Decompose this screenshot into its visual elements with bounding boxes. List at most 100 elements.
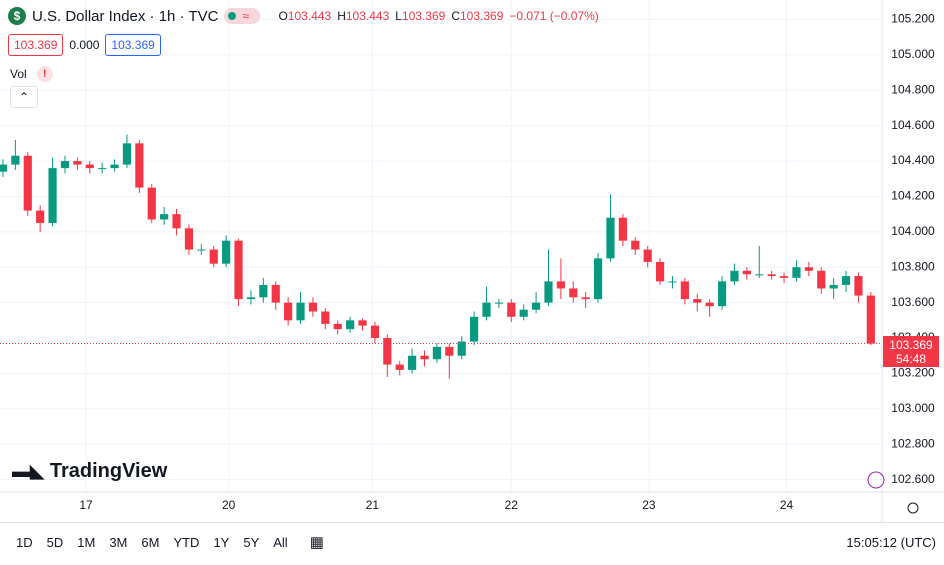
- volume-label: Vol: [10, 67, 27, 81]
- candle-body: [147, 187, 156, 220]
- header: $ U.S. Dollar Index · 1h · TVC ≈ O103.44…: [8, 7, 599, 25]
- candle-body: [0, 164, 8, 172]
- range-button[interactable]: 5Y: [243, 534, 260, 550]
- candle-body: [197, 249, 206, 251]
- ohlc-key: H: [337, 9, 346, 23]
- candle-body: [755, 274, 764, 276]
- toolbar: 15:05:12 (UTC) 1D 5D 1M 3M 6M YTD 1Y 5Y All ▦: [0, 522, 944, 561]
- candle-body: [779, 276, 789, 278]
- logo-text: TradingView: [49, 460, 168, 482]
- candle-body: [23, 155, 32, 211]
- candle-body: [742, 270, 751, 275]
- ohlc-value: 103.443: [287, 9, 332, 23]
- candle-body: [383, 338, 392, 365]
- x-tick-label: 20: [222, 498, 236, 512]
- range-button[interactable]: 1Y: [213, 534, 230, 550]
- change: −0.071 (−0.07%): [509, 9, 599, 23]
- y-tick-label: 102.800: [891, 436, 935, 450]
- last-price-label: 103.369 54:48: [883, 336, 939, 367]
- candle-body: [717, 281, 727, 307]
- candle-body: [184, 228, 194, 250]
- ohlc-value: 103.369: [460, 9, 504, 23]
- candle-body: [110, 164, 119, 169]
- candle-body: [494, 302, 503, 304]
- candle-body: [693, 299, 702, 303]
- candle-body: [408, 355, 417, 370]
- candle-body: [321, 311, 330, 324]
- candle-body: [284, 302, 293, 321]
- candle-body: [73, 161, 82, 165]
- ohlc-key: C: [451, 9, 460, 23]
- candle-body: [631, 240, 640, 250]
- candle-body: [432, 346, 441, 360]
- range-button[interactable]: All: [273, 534, 288, 550]
- candle-body: [817, 270, 826, 289]
- range-button[interactable]: 3M: [109, 534, 128, 550]
- candle-body: [420, 355, 429, 360]
- candle-body: [866, 295, 875, 344]
- candle-body: [246, 297, 256, 300]
- y-tick-label: 103.800: [891, 259, 935, 273]
- y-tick-label: 104.200: [891, 189, 935, 203]
- candle-body: [730, 270, 739, 282]
- candle-body: [333, 323, 342, 330]
- candle-body: [643, 249, 652, 262]
- ohlc-key: O: [278, 9, 288, 23]
- status: ≈: [224, 8, 261, 24]
- candle-body: [767, 274, 776, 277]
- bid[interactable]: 103.369: [8, 34, 64, 56]
- candle-body: [854, 276, 863, 296]
- range-button[interactable]: 1M: [77, 534, 96, 550]
- y-tick-label: 102.600: [891, 472, 935, 486]
- candle-body: [11, 155, 20, 165]
- range-button[interactable]: 6M: [141, 534, 160, 550]
- candle-body: [259, 284, 268, 298]
- ohlc-key: L: [395, 9, 402, 23]
- ask[interactable]: 103.369: [105, 34, 161, 56]
- x-tick-label: 21: [366, 498, 380, 512]
- candle-body: [98, 168, 107, 170]
- candle-body: [358, 320, 367, 326]
- candle-body: [172, 214, 181, 229]
- candle-body: [271, 284, 280, 303]
- replay-button: [867, 471, 885, 489]
- y-tick-label: 103.200: [891, 366, 935, 380]
- candle-body: [85, 164, 94, 169]
- warning[interactable]: !: [36, 66, 53, 82]
- calendar-button[interactable]: ▦: [309, 534, 324, 551]
- candle-body: [668, 281, 677, 283]
- spread: 0.000: [69, 38, 100, 52]
- candle-body: [36, 210, 45, 223]
- ohlc-value: 103.369: [401, 9, 446, 23]
- range-button[interactable]: 1D: [16, 534, 33, 550]
- y-tick-label: 104.600: [891, 118, 935, 132]
- candle-body: [160, 214, 169, 220]
- range-button[interactable]: 5D: [46, 534, 64, 550]
- symbol-title[interactable]: U.S. Dollar Index · 1h · TVC: [32, 7, 219, 25]
- y-tick-label: 104.400: [891, 153, 935, 167]
- candle-body: [705, 302, 714, 307]
- candle-body: [370, 325, 380, 339]
- range-button[interactable]: YTD: [173, 534, 200, 550]
- clock[interactable]: 15:05:12 (UTC): [846, 535, 936, 550]
- countdown: 54:48: [895, 352, 927, 366]
- candle-body: [841, 276, 851, 285]
- candle-body: [482, 302, 491, 317]
- candle-body: [296, 302, 305, 321]
- candle-body: [395, 364, 404, 370]
- settings-button[interactable]: [907, 502, 919, 514]
- candle-body: [680, 281, 689, 300]
- y-tick-label: 105.000: [891, 47, 935, 61]
- candle-body: [308, 302, 318, 312]
- collapse-button[interactable]: ⌃: [10, 86, 38, 108]
- candle-body: [593, 258, 603, 300]
- y-tick-label: 103.000: [891, 401, 935, 415]
- y-tick-label: 104.800: [891, 82, 935, 96]
- y-tick-label: 103.600: [891, 295, 935, 309]
- candle-body: [222, 240, 231, 264]
- candle-body: [606, 217, 615, 259]
- ohlc: O103.443 H103.443 L103.369 C103.369 −0.071 (…: [278, 9, 598, 23]
- candle-body: [519, 309, 528, 317]
- logo: ▬◣ TradingView: [12, 460, 168, 482]
